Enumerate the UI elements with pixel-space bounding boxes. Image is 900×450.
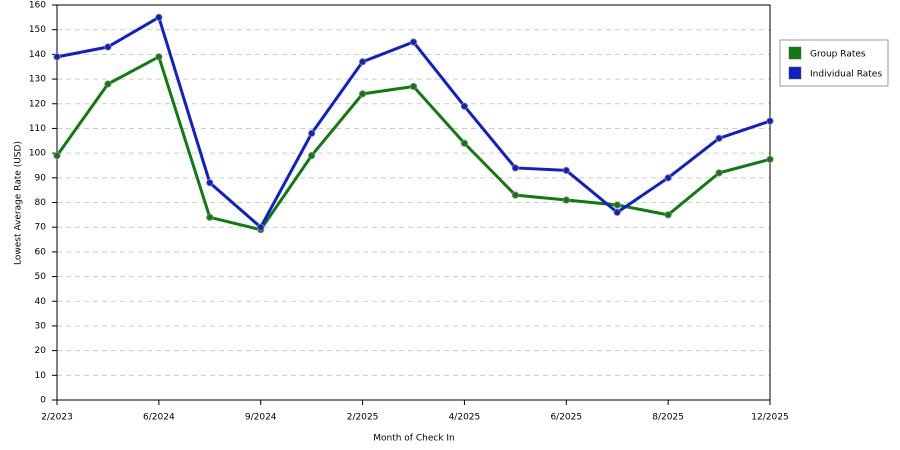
data-point xyxy=(409,82,418,91)
y-tick-label: 20 xyxy=(35,346,47,356)
data-point xyxy=(155,13,163,21)
x-tick-label: 9/2024 xyxy=(245,413,277,423)
data-point xyxy=(664,211,672,219)
y-tick-label: 150 xyxy=(29,25,46,35)
y-tick-label: 160 xyxy=(29,1,46,11)
legend-swatch xyxy=(788,66,802,80)
data-point xyxy=(766,155,774,163)
data-point xyxy=(460,102,469,110)
data-point xyxy=(308,129,316,137)
data-point xyxy=(358,58,367,66)
x-axis-label: Month of Check In xyxy=(373,434,455,444)
data-point xyxy=(460,139,469,147)
data-point xyxy=(257,223,265,231)
data-point xyxy=(715,169,723,177)
data-point xyxy=(562,196,570,204)
y-tick-label: 50 xyxy=(35,272,47,282)
y-tick-label: 30 xyxy=(35,321,47,331)
data-point xyxy=(562,166,570,175)
legend-swatch xyxy=(788,46,802,60)
y-tick-label: 120 xyxy=(29,99,46,109)
y-tick-label: 100 xyxy=(29,149,46,159)
x-tick-label: 2/2023 xyxy=(41,413,73,423)
data-point xyxy=(664,174,672,182)
data-point xyxy=(155,53,163,61)
y-tick-label: 60 xyxy=(35,247,47,257)
data-point xyxy=(511,164,519,172)
data-point xyxy=(409,38,418,46)
data-point xyxy=(206,213,214,221)
y-tick-label: 110 xyxy=(29,124,46,134)
data-point xyxy=(613,208,621,216)
x-tick-label: 12/2025 xyxy=(751,413,788,423)
y-tick-label: 70 xyxy=(35,223,47,233)
data-point xyxy=(104,43,112,51)
data-point xyxy=(206,179,214,187)
data-point xyxy=(715,134,723,142)
y-tick-label: 0 xyxy=(40,396,46,406)
x-tick-label: 8/2025 xyxy=(652,413,684,423)
data-point xyxy=(766,117,774,125)
y-tick-label: 40 xyxy=(35,297,47,307)
plot-frame xyxy=(56,4,771,401)
data-point xyxy=(511,191,519,199)
y-tick-label: 140 xyxy=(29,50,46,60)
x-tick-label: 6/2024 xyxy=(143,413,175,423)
y-tick-label: 130 xyxy=(29,75,46,85)
data-point xyxy=(104,80,112,88)
legend-label: Group Rates xyxy=(810,50,866,60)
legend-label: Individual Rates xyxy=(810,70,882,80)
data-point xyxy=(53,53,61,61)
data-point xyxy=(358,90,367,98)
x-tick-label: 4/2025 xyxy=(449,413,481,423)
y-tick-label: 80 xyxy=(35,198,47,208)
data-point xyxy=(308,151,316,160)
data-point xyxy=(53,151,61,160)
data-point xyxy=(613,201,621,209)
y-tick-label: 10 xyxy=(35,371,47,381)
x-tick-label: 2/2025 xyxy=(347,413,379,423)
y-axis-label: Lowest Average Rate (USD) xyxy=(14,141,24,265)
x-tick-label: 6/2025 xyxy=(550,413,582,423)
y-tick-label: 90 xyxy=(35,173,47,183)
